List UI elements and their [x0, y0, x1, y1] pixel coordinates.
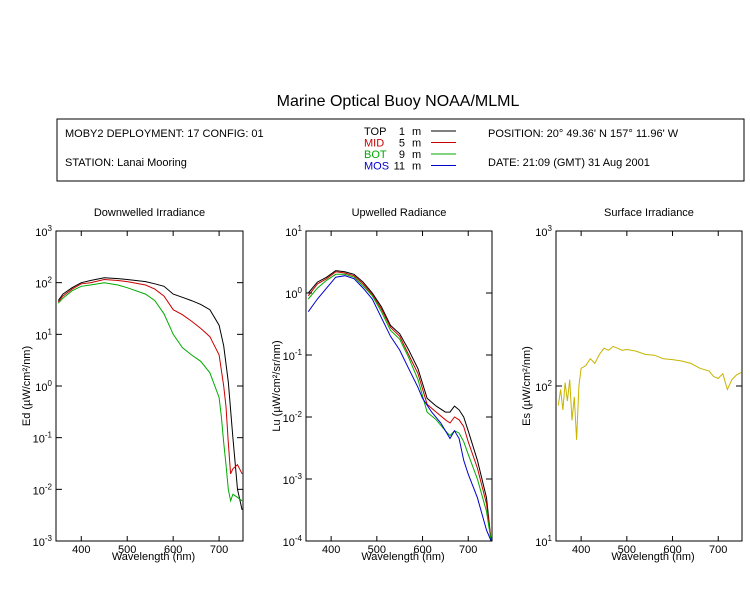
x-tick-label: 400: [322, 544, 340, 556]
y-tick-label: 101: [35, 327, 52, 342]
legend-depth-top: 1: [399, 126, 405, 138]
y-axis-label: Ed (µW/cm²/nm): [21, 346, 33, 426]
x-tick-label: 500: [618, 544, 636, 556]
legend-unit-mid: m: [412, 138, 421, 150]
series-line-es: [557, 345, 742, 440]
plots: Downwelled Irradiance 400 500 600 700 10-3 10-…: [21, 207, 743, 563]
y-axis-label: Lu (µW/cm²/sr/nm): [271, 340, 283, 431]
y-tick-label: 102: [35, 276, 52, 291]
y-tick-label: 101: [535, 534, 552, 549]
y-tick-label: 101: [285, 224, 302, 239]
legend-depth-bot: 9: [399, 149, 405, 161]
series-line-mid: [307, 271, 492, 541]
x-tick-label: 700: [210, 544, 228, 556]
legend-label-top: TOP: [364, 126, 386, 138]
plot-frame: [305, 230, 493, 542]
x-tick-label: 700: [709, 544, 727, 556]
x-tick-label: 600: [413, 544, 431, 556]
x-tick-label: 500: [118, 544, 136, 556]
deployment-text: MOBY2 DEPLOYMENT: 17 CONFIG: 01: [65, 128, 264, 140]
x-tick-label: 500: [368, 544, 386, 556]
series-line-bot: [307, 273, 492, 541]
x-tick-label: 700: [459, 544, 477, 556]
y-tick-label: 10-3: [33, 534, 53, 549]
x-tick-label: 600: [663, 544, 681, 556]
plot-frame: [555, 230, 743, 542]
y-tick-label: 100: [35, 379, 52, 394]
legend-unit-mos: m: [412, 161, 421, 173]
y-tick-label: 100: [285, 286, 302, 301]
y-axis-label: Es (µW/cm²/nm): [521, 346, 533, 426]
y-tick-label: 10-4: [283, 534, 303, 549]
x-axis-label: Wavelength (nm): [611, 551, 694, 563]
legend-unit-top: m: [412, 126, 421, 138]
x-tick-label: 400: [572, 544, 590, 556]
chart-2: Upwelled Radiance 400 500 600 700 10-4 10-3 10-…: [271, 207, 493, 563]
series-line-bot: [57, 282, 243, 503]
x-axis-label: Wavelength (nm): [112, 551, 195, 563]
chart-1: Downwelled Irradiance 400 500 600 700 10-3 10-…: [21, 207, 244, 563]
series-line-top: [57, 277, 243, 511]
chart-title: Upwelled Radiance: [352, 207, 447, 219]
y-tick-label: 10-3: [283, 472, 303, 487]
x-tick-label: 600: [164, 544, 182, 556]
legend-depth-mid: 5: [399, 138, 405, 150]
y-tick-label: 10-1: [33, 431, 53, 446]
figure-title: Marine Optical Buoy NOAA/MLML: [277, 93, 520, 110]
legend-depth-mos: 11: [394, 161, 405, 173]
legend-label-mid: MID: [364, 138, 384, 150]
y-tick-label: 10-2: [283, 410, 303, 425]
info-box: MOBY2 DEPLOYMENT: 17 CONFIG: 01 STATION:…: [56, 118, 745, 182]
series-line-mid: [57, 278, 243, 475]
y-tick-label: 10-2: [33, 482, 53, 497]
y-tick-label: 103: [535, 224, 552, 239]
legend-label-mos: MOS: [364, 161, 389, 173]
legend-label-bot: BOT: [364, 149, 387, 161]
y-tick-label: 102: [535, 379, 552, 394]
chart-title: Surface Irradiance: [604, 207, 694, 219]
series-line-mos: [307, 275, 492, 541]
x-tick-label: 400: [72, 544, 90, 556]
station-text: STATION: Lanai Mooring: [65, 157, 187, 169]
y-tick-label: 103: [35, 224, 52, 239]
chart-3: Surface Irradiance 400 500 600 700 101 102 103 W…: [521, 207, 743, 563]
x-axis-label: Wavelength (nm): [361, 551, 444, 563]
date-text: DATE: 21:09 (GMT) 31 Aug 2001: [488, 157, 650, 169]
legend-unit-bot: m: [412, 149, 421, 161]
chart-title: Downwelled Irradiance: [94, 207, 205, 219]
series-line-top: [307, 270, 492, 541]
y-tick-label: 10-1: [283, 348, 303, 363]
position-text: POSITION: 20° 49.36' N 157° 11.96' W: [488, 128, 679, 140]
